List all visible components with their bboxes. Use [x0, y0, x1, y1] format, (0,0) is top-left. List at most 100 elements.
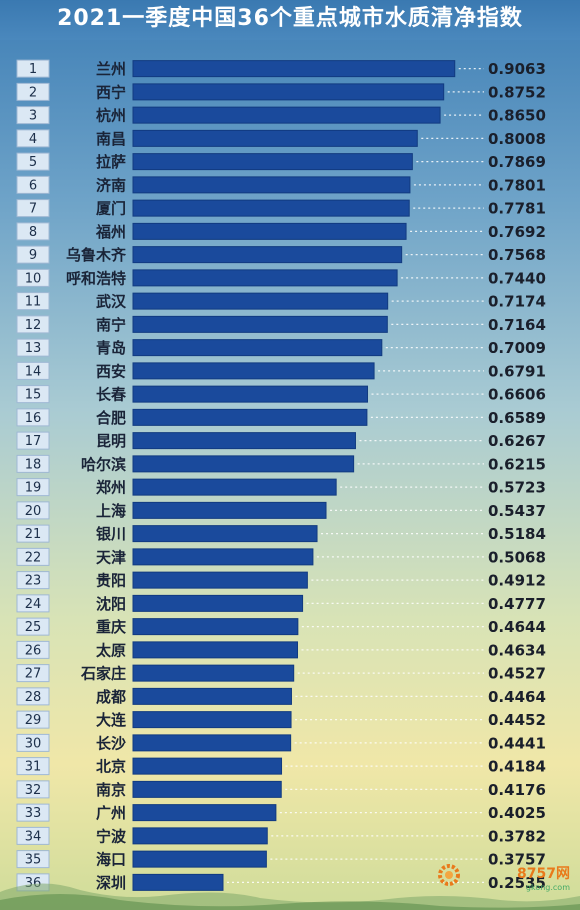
- value-label: 0.7801: [488, 176, 546, 194]
- rank-label: 34: [25, 829, 42, 844]
- bar: [132, 362, 375, 380]
- city-label: 广州: [96, 804, 126, 822]
- rank-label: 10: [25, 271, 42, 286]
- rank-label: 30: [25, 736, 42, 751]
- city-label: 深圳: [96, 874, 126, 892]
- rank-label: 19: [25, 481, 42, 496]
- city-label: 杭州: [96, 107, 126, 125]
- rank-box: [16, 478, 50, 497]
- city-label: 西宁: [96, 83, 126, 101]
- rank-label: 12: [25, 318, 42, 333]
- rank-label: 1: [29, 62, 37, 77]
- rank-box: [16, 431, 50, 450]
- value-label: 0.4644: [488, 618, 546, 636]
- rank-box: [16, 292, 50, 311]
- city-label: 海口: [96, 851, 126, 869]
- rank-label: 33: [25, 806, 42, 821]
- rank-label: 14: [25, 364, 42, 379]
- bar: [132, 827, 268, 845]
- rank-box: [16, 640, 50, 659]
- city-label: 成都: [96, 688, 126, 706]
- city-label: 青岛: [96, 339, 126, 357]
- value-label: 0.8008: [488, 130, 546, 148]
- rank-label: 4: [29, 132, 37, 147]
- rank-box: [16, 245, 50, 264]
- city-label: 昆明: [96, 432, 126, 450]
- value-label: 0.7568: [488, 246, 546, 264]
- rank-label: 2: [29, 85, 37, 100]
- bar: [132, 246, 403, 264]
- value-label: 0.4634: [488, 641, 546, 659]
- rank-box: [16, 826, 50, 845]
- rank-label: 21: [25, 527, 42, 542]
- rank-label: 27: [25, 667, 42, 682]
- city-label: 厦门: [96, 200, 126, 218]
- rank-box: [16, 733, 50, 752]
- city-label: 宁波: [96, 827, 127, 845]
- rank-label: 11: [25, 295, 42, 310]
- bar: [132, 618, 299, 636]
- city-label: 南昌: [96, 130, 126, 148]
- value-label: 0.9063: [488, 60, 546, 78]
- rank-box: [16, 129, 50, 148]
- city-label: 南宁: [96, 316, 126, 334]
- rank-label: 17: [25, 434, 42, 449]
- bar: [132, 734, 292, 752]
- bar: [132, 548, 314, 566]
- value-label: 0.7009: [488, 339, 546, 357]
- value-label: 0.8752: [488, 83, 546, 101]
- city-label: 贵阳: [96, 572, 126, 590]
- value-label: 0.4777: [488, 595, 546, 613]
- bar: [132, 60, 456, 78]
- bar: [132, 106, 441, 124]
- rank-box: [16, 59, 50, 78]
- rank-box: [16, 850, 50, 869]
- city-label: 郑州: [96, 479, 126, 497]
- value-label: 0.5437: [488, 502, 546, 520]
- bar: [132, 83, 445, 101]
- value-label: 0.5723: [488, 479, 546, 497]
- rank-box: [16, 687, 50, 706]
- rank-label: 23: [25, 574, 42, 589]
- rank-box: [16, 385, 50, 404]
- watermark-text: 8757网: [517, 866, 570, 882]
- rank-box: [16, 106, 50, 125]
- bar: [132, 432, 356, 450]
- bar: [132, 525, 318, 543]
- city-label: 重庆: [96, 618, 126, 636]
- value-label: 0.4441: [488, 734, 546, 752]
- value-label: 0.4912: [488, 572, 546, 590]
- rank-label: 22: [25, 550, 42, 565]
- bar: [132, 594, 304, 612]
- rank-label: 3: [29, 109, 37, 124]
- city-label: 石家庄: [80, 665, 126, 683]
- rank-label: 31: [25, 760, 42, 775]
- rank-box: [16, 571, 50, 590]
- rank-box: [16, 803, 50, 822]
- bar: [132, 501, 327, 519]
- value-label: 0.6215: [488, 455, 546, 473]
- rank-box: [16, 524, 50, 543]
- value-label: 0.6589: [488, 409, 546, 427]
- city-label: 武汉: [96, 293, 127, 311]
- rank-label: 28: [25, 690, 42, 705]
- bar: [132, 292, 389, 310]
- value-label: 0.4464: [488, 688, 546, 706]
- value-label: 0.7869: [488, 153, 546, 171]
- value-label: 0.6267: [488, 432, 546, 450]
- bar: [132, 153, 413, 171]
- city-label: 乌鲁木齐: [66, 246, 127, 264]
- rank-label: 16: [25, 411, 42, 426]
- value-label: 0.4184: [488, 758, 546, 776]
- gear-icon: [438, 864, 460, 886]
- city-label: 大连: [96, 711, 127, 729]
- city-label: 沈阳: [96, 595, 126, 613]
- value-label: 0.4025: [488, 804, 546, 822]
- rank-label: 26: [25, 643, 42, 658]
- rank-box: [16, 780, 50, 799]
- bar: [132, 269, 398, 287]
- city-label: 北京: [96, 758, 126, 776]
- city-label: 兰州: [96, 60, 126, 78]
- rank-box: [16, 547, 50, 566]
